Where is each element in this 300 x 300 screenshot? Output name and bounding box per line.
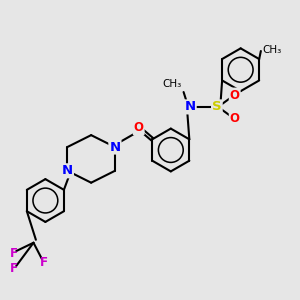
Text: CH₃: CH₃ <box>262 44 282 55</box>
Text: N: N <box>110 140 121 154</box>
Text: O: O <box>134 121 144 134</box>
Text: N: N <box>184 100 196 113</box>
Text: F: F <box>10 262 18 275</box>
Text: O: O <box>230 88 240 101</box>
Text: F: F <box>10 247 18 260</box>
Text: N: N <box>62 164 73 177</box>
Text: S: S <box>212 100 222 113</box>
Text: O: O <box>230 112 240 125</box>
Text: F: F <box>40 256 48 269</box>
Text: CH₃: CH₃ <box>162 79 181 89</box>
